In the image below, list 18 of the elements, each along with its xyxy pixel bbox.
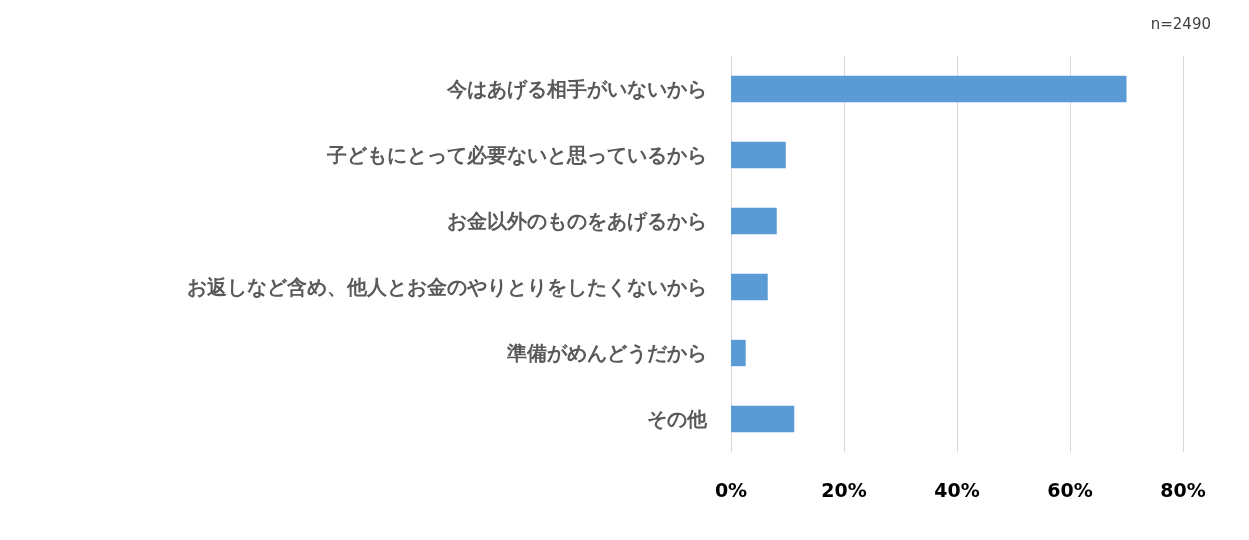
bar [731, 339, 746, 367]
x-tick-label: 20% [821, 478, 867, 501]
y-tick-label: その他 [647, 407, 708, 431]
y-tick-label: 子どもにとって必要ないと思っているから [326, 143, 707, 167]
bar [731, 75, 1127, 103]
bar [731, 207, 777, 235]
x-tick-label: 40% [934, 478, 980, 501]
y-tick-label: 準備がめんどうだから [506, 341, 707, 365]
bar [731, 141, 786, 169]
text: n=2490 [1150, 14, 1211, 33]
y-tick-label: 今はあげる相手がいないから [446, 77, 707, 101]
x-tick-label: 0% [714, 478, 748, 501]
bar [731, 405, 795, 433]
x-tick-label: 80% [1160, 478, 1206, 501]
y-tick-label: お返しなど含め、他人とお金のやりとりをしたくないから [187, 275, 707, 299]
x-tick-label: 60% [1047, 478, 1093, 501]
bar [731, 273, 768, 301]
y-tick-label: お金以外のものをあげるから [447, 209, 707, 233]
